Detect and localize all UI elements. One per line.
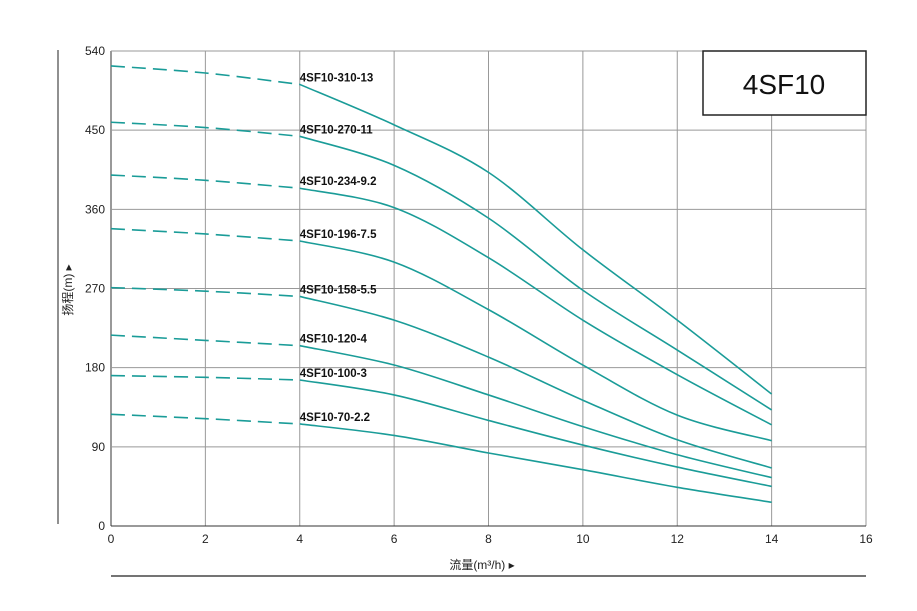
x-tick-label: 14 (765, 532, 779, 546)
curve-dashed-4SF10-196-7.5 (110, 227, 300, 242)
curve-dashed-4SF10-310-13 (110, 65, 300, 86)
curve-dashed-4SF10-234-9.2 (110, 174, 300, 190)
curve-4SF10-70-2.2 (299, 423, 772, 504)
x-tick-label: 12 (671, 532, 685, 546)
y-axis-label: 扬程(m) ▸ (60, 264, 75, 315)
curve-dashed-4SF10-120-4 (110, 334, 300, 347)
x-tick-label: 8 (485, 532, 492, 546)
series-label: 4SF10-70-2.2 (300, 412, 370, 424)
curve-4SF10-100-3 (299, 379, 772, 488)
curve-4SF10-310-13 (299, 83, 773, 395)
y-tick-label: 0 (98, 519, 105, 533)
y-tick-label: 180 (85, 361, 105, 375)
y-tick-label: 270 (85, 282, 105, 296)
x-tick-label: 10 (576, 532, 590, 546)
x-tick-label: 2 (202, 532, 209, 546)
y-tick-label: 90 (92, 440, 106, 454)
curve-4SF10-234-9.2 (299, 187, 773, 426)
curve-4SF10-158-5.5 (299, 295, 772, 469)
series-label: 4SF10-120-4 (300, 334, 368, 346)
x-tick-label: 0 (108, 532, 115, 546)
curve-dashed-4SF10-158-5.5 (110, 286, 300, 298)
series-label: 4SF10-270-11 (300, 124, 373, 136)
curve-dashed-4SF10-270-11 (110, 121, 300, 138)
curve-dashed-4SF10-100-3 (110, 374, 300, 381)
series-label: 4SF10-196-7.5 (300, 229, 377, 241)
series-label: 4SF10-234-9.2 (300, 176, 377, 188)
y-tick-label: 360 (85, 202, 105, 216)
x-tick-label: 4 (296, 532, 303, 546)
y-tick-label: 450 (85, 123, 105, 137)
series-label: 4SF10-310-13 (300, 72, 374, 84)
curve-dashed-4SF10-70-2.2 (110, 413, 300, 425)
series-label: 4SF10-100-3 (300, 368, 367, 380)
curve-4SF10-120-4 (299, 344, 772, 479)
x-axis-label: 流量(m³/h) ▸ (449, 558, 514, 572)
title-box (702, 50, 867, 116)
series-label: 4SF10-158-5.5 (300, 284, 377, 296)
chart-title: 4SF10 (743, 69, 826, 100)
curve-4SF10-270-11 (299, 135, 773, 411)
y-tick-label: 540 (85, 44, 105, 58)
x-tick-label: 16 (859, 532, 873, 546)
x-tick-label: 6 (391, 532, 398, 546)
curve-4SF10-196-7.5 (299, 240, 772, 442)
